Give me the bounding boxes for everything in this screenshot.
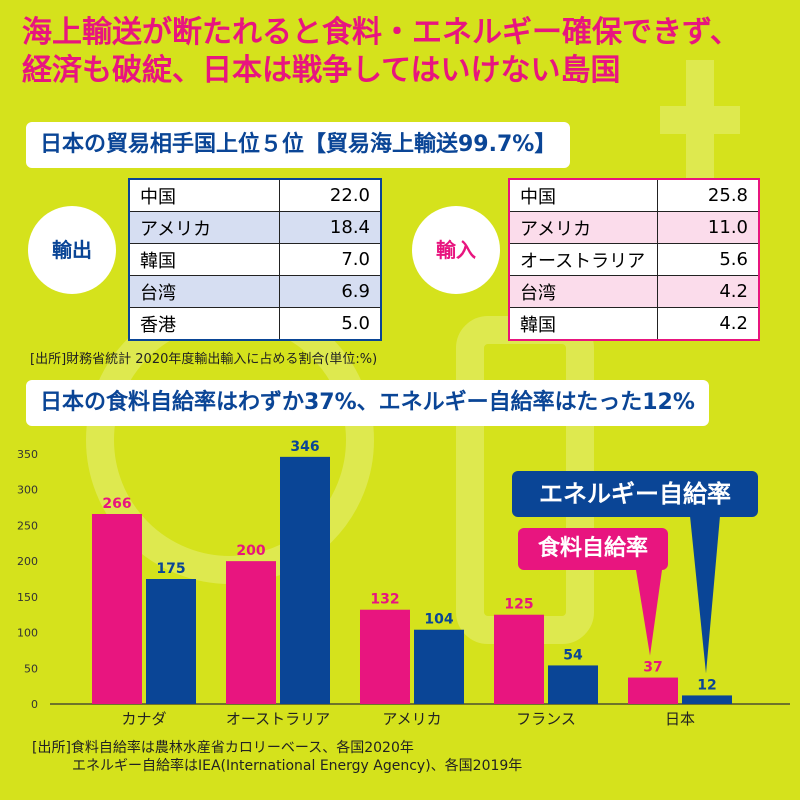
bar-value-label: 346 — [290, 439, 319, 455]
bar-value-label: 175 — [156, 561, 185, 577]
export-share-value: 22.0 — [279, 178, 382, 212]
export-country: 中国 — [128, 178, 280, 212]
import-country: 韓国 — [508, 307, 658, 341]
x-category-label: アメリカ — [382, 710, 441, 728]
export-row: 香港 5.0 — [128, 307, 382, 341]
x-category-label: オーストラリア — [226, 710, 330, 728]
export-row: 中国 22.0 — [128, 178, 382, 212]
export-table: 中国 22.0 アメリカ 18.4 韓国 7.0 台湾 6.9 香港 5.0 — [128, 178, 382, 341]
y-tick-label: 350 — [17, 448, 38, 461]
export-row: 韓国 7.0 — [128, 243, 382, 276]
y-tick-label: 100 — [17, 627, 38, 640]
export-label: 輸出 — [28, 206, 116, 294]
bar-food — [92, 514, 142, 704]
y-tick-label: 150 — [17, 591, 38, 604]
import-share-value: 11.0 — [657, 211, 760, 244]
headline: 海上輸送が断たれると食料・エネルギー確保できず、 経済も破綻、日本は戦争してはい… — [22, 14, 792, 90]
food-callout-pointer — [636, 570, 662, 656]
export-country: アメリカ — [128, 211, 280, 244]
bar-value-label: 125 — [504, 597, 533, 613]
trade-source-note: [出所]財務省統計 2020年度輸出輸入に占める割合(単位:%) — [30, 352, 378, 367]
y-tick-label: 300 — [17, 484, 38, 497]
self-sufficiency-bar-chart: 0 50 100 150 200 250 300 350 266 175 カナダ 200 346 オースト… — [17, 439, 790, 728]
export-share-value: 7.0 — [279, 243, 382, 276]
bar-energy — [548, 665, 598, 704]
bar-energy — [414, 629, 464, 704]
export-country: 韓国 — [128, 243, 280, 276]
bar-value-label: 104 — [424, 612, 453, 628]
bar-value-label: 54 — [563, 647, 583, 663]
export-country: 台湾 — [128, 275, 280, 308]
export-share-value: 18.4 — [279, 211, 382, 244]
import-label: 輸入 — [412, 206, 500, 294]
import-country: オーストラリア — [508, 243, 658, 276]
footer-source-note: [出所]食料自給率は農林水産省カロリーベース、各国2020年 エネルギー自給率は… — [32, 739, 522, 775]
import-row: 韓国 4.2 — [508, 307, 760, 341]
import-share-value: 4.2 — [657, 307, 760, 341]
bar-food — [360, 609, 410, 704]
self-sufficiency-title: 日本の食料自給率はわずか37%、エネルギー自給率はたった12% — [26, 380, 709, 426]
import-row: 台湾 4.2 — [508, 275, 760, 308]
y-tick-label: 200 — [17, 555, 38, 568]
import-table: 中国 25.8 アメリカ 11.0 オーストラリア 5.6 台湾 4.2 韓国 4.2 — [508, 178, 760, 341]
export-share-value: 6.9 — [279, 275, 382, 308]
bar-value-label: 12 — [697, 677, 716, 693]
headline-line-2: 経済も破綻、日本は戦争してはいけない島国 — [22, 53, 621, 88]
bar-energy — [682, 695, 732, 704]
import-country: 台湾 — [508, 275, 658, 308]
import-country: アメリカ — [508, 211, 658, 244]
bar-value-label: 266 — [102, 496, 131, 512]
bar-food — [628, 677, 678, 704]
import-share-value: 4.2 — [657, 275, 760, 308]
footer-line-1: [出所]食料自給率は農林水産省カロリーベース、各国2020年 — [32, 740, 414, 756]
y-tick-label: 0 — [31, 698, 38, 711]
bar-energy — [280, 456, 330, 704]
bar-value-label: 132 — [370, 592, 399, 608]
bar-food — [494, 614, 544, 704]
food-callout: 食料自給率 — [518, 528, 668, 570]
y-tick-label: 50 — [24, 662, 38, 675]
import-country: 中国 — [508, 178, 658, 212]
import-share-value: 25.8 — [657, 178, 760, 212]
trade-partners-title: 日本の貿易相手国上位５位【貿易海上輸送99.7%】 — [26, 122, 571, 168]
y-tick-label: 250 — [17, 519, 38, 532]
export-country: 香港 — [128, 307, 280, 341]
import-row: オーストラリア 5.6 — [508, 243, 760, 276]
import-row: 中国 25.8 — [508, 178, 760, 212]
bar-food — [226, 561, 276, 704]
bar-energy — [146, 579, 196, 704]
x-category-label: カナダ — [121, 710, 166, 728]
export-row: アメリカ 18.4 — [128, 211, 382, 244]
energy-callout-pointer — [690, 516, 720, 674]
export-share-value: 5.0 — [279, 307, 382, 341]
x-category-label: フランス — [516, 710, 576, 728]
export-row: 台湾 6.9 — [128, 275, 382, 308]
bar-value-label: 200 — [236, 543, 265, 559]
footer-line-2: エネルギー自給率はIEA(International Energy Agency… — [72, 758, 523, 774]
import-share-value: 5.6 — [657, 243, 760, 276]
energy-callout: エネルギー自給率 — [512, 471, 758, 517]
bar-value-label: 37 — [643, 660, 662, 676]
import-row: アメリカ 11.0 — [508, 211, 760, 244]
headline-line-1: 海上輸送が断たれると食料・エネルギー確保できず、 — [22, 15, 740, 50]
x-category-label: 日本 — [665, 710, 695, 728]
